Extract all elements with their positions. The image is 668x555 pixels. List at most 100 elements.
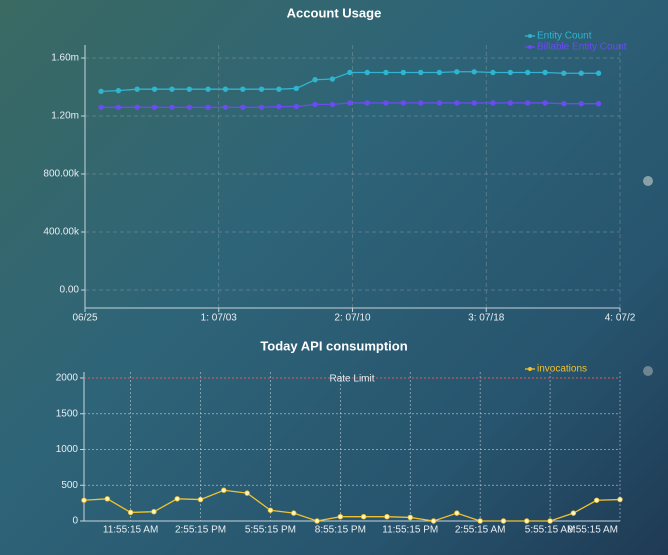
x-tick-label: 8:55:15 PM	[315, 525, 366, 536]
x-tick-label: 5:55:15 AM	[525, 525, 576, 536]
x-tick-label: 3: 07/18	[468, 313, 505, 324]
y-tick-label: 2000	[56, 373, 79, 384]
data-point	[151, 86, 158, 92]
x-tick-label: 06/25	[72, 313, 97, 324]
data-point	[364, 69, 370, 76]
data-point	[430, 518, 437, 524]
legend-swatch	[528, 45, 532, 49]
data-point	[454, 69, 460, 75]
data-point	[267, 507, 274, 513]
data-point	[197, 496, 204, 503]
x-tick-label: 4: 07/2	[605, 313, 636, 324]
data-point	[400, 100, 407, 106]
data-point	[383, 69, 389, 76]
data-point	[98, 104, 104, 110]
data-point	[329, 101, 336, 108]
data-point	[454, 100, 460, 106]
data-point	[578, 70, 584, 76]
data-point	[276, 86, 282, 92]
y-tick-label: 1.60m	[51, 53, 79, 64]
data-point	[490, 69, 496, 76]
data-point	[240, 86, 246, 92]
data-point	[507, 100, 514, 106]
data-point	[524, 518, 530, 524]
data-point	[418, 69, 424, 76]
y-tick-label: 1000	[56, 444, 79, 455]
data-point	[244, 490, 250, 496]
data-point	[293, 85, 300, 92]
data-point	[400, 69, 407, 76]
data-point	[507, 69, 514, 76]
chart-title: Today API consumption	[260, 338, 407, 353]
chart-title: Account Usage	[287, 5, 382, 20]
data-point	[169, 86, 175, 92]
legend-label: invocations	[537, 364, 587, 375]
data-point	[329, 76, 336, 82]
data-point	[471, 100, 477, 106]
data-point	[617, 496, 623, 503]
data-point	[312, 101, 318, 108]
data-point	[347, 100, 353, 106]
data-point	[221, 487, 227, 493]
series-line	[83, 489, 621, 522]
x-tick-label: 11:55:15 PM	[382, 525, 438, 536]
data-point	[525, 100, 531, 106]
data-point	[436, 69, 443, 76]
data-point	[134, 86, 140, 92]
data-point	[312, 77, 318, 83]
y-tick-label: 0.00	[60, 285, 80, 296]
data-point	[104, 496, 111, 502]
data-point	[115, 104, 122, 110]
data-point	[542, 69, 548, 76]
data-point	[364, 100, 370, 106]
data-point	[407, 514, 413, 521]
data-point	[454, 510, 460, 516]
y-tick-label: 1.20m	[51, 111, 79, 122]
data-point	[570, 510, 577, 516]
data-point	[542, 100, 548, 106]
legend-swatch	[528, 367, 532, 371]
legend-label: Billable Entity Count	[537, 42, 627, 53]
data-point	[169, 104, 175, 110]
data-point	[240, 104, 246, 110]
data-point	[500, 518, 507, 524]
y-tick-label: 800.00k	[43, 169, 80, 180]
x-tick-label: 1: 07/03	[201, 313, 238, 324]
data-point	[578, 100, 584, 107]
data-point	[127, 509, 134, 516]
data-point	[174, 496, 180, 502]
data-point	[258, 86, 265, 92]
legend-label: Entity Count	[537, 31, 592, 42]
x-tick-label: 11:55:15 AM	[103, 525, 158, 536]
data-point	[276, 103, 282, 110]
data-point	[347, 69, 353, 76]
y-tick-label: 400.00k	[43, 227, 80, 238]
data-point	[593, 497, 600, 503]
data-point	[81, 497, 87, 503]
legend-swatch	[528, 34, 532, 38]
data-point	[360, 514, 367, 520]
data-point	[525, 69, 531, 76]
data-point	[595, 100, 602, 107]
data-point	[561, 100, 567, 107]
x-tick-label: 2: 07/10	[334, 313, 371, 324]
data-point	[293, 103, 300, 110]
data-point	[337, 514, 344, 520]
data-point	[547, 518, 553, 524]
x-tick-label: 2:55:15 AM	[455, 525, 506, 536]
data-point	[384, 514, 390, 520]
data-point	[291, 510, 297, 516]
data-point	[383, 100, 389, 106]
data-point	[151, 509, 157, 515]
data-point	[98, 88, 104, 95]
data-point	[471, 69, 477, 75]
data-point	[418, 100, 424, 106]
data-point	[222, 104, 229, 110]
y-tick-label: 0	[72, 516, 78, 527]
x-tick-label: 8:55:15 AM	[567, 525, 618, 536]
data-point	[115, 87, 122, 94]
data-point	[134, 104, 140, 110]
data-point	[477, 518, 483, 524]
scroll-handle	[643, 176, 653, 186]
